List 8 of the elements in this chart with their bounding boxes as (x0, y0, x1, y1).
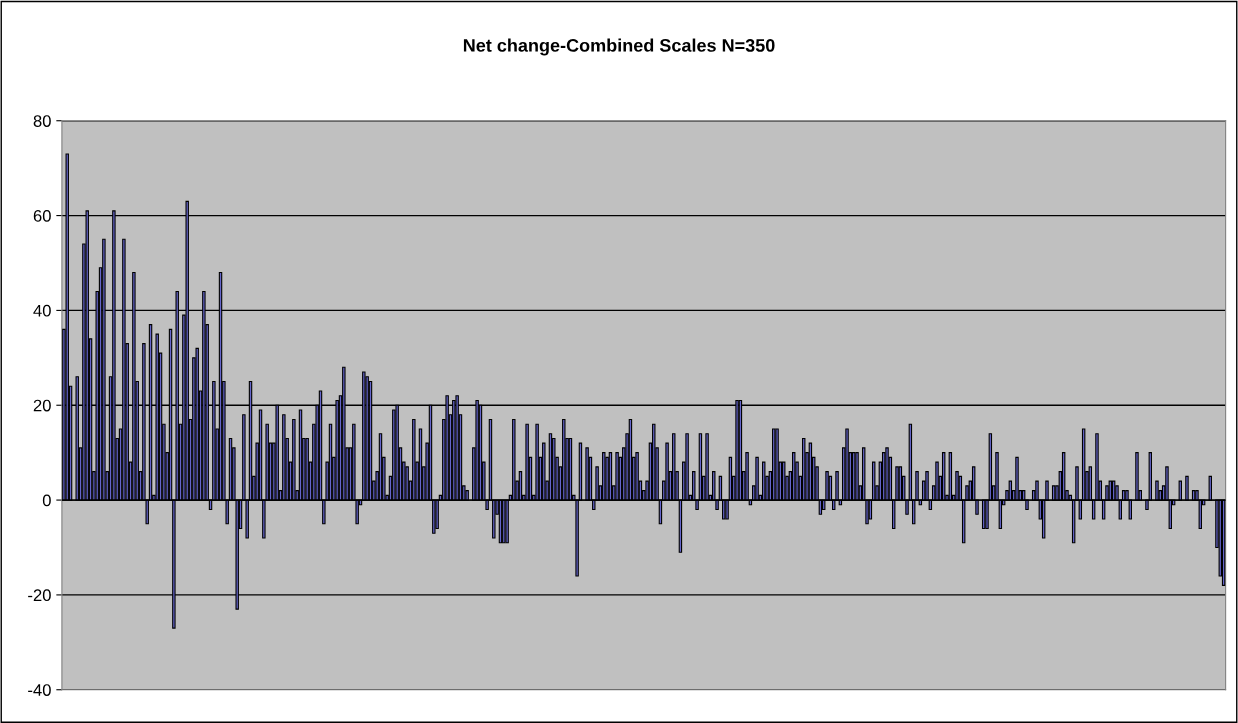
y-tick-label: 80 (33, 115, 51, 127)
chart-title: Net change-Combined Scales N=350 (463, 38, 775, 56)
y-tick-label: -40 (28, 684, 51, 696)
y-tick-label: 20 (33, 399, 51, 412)
y-tick-label: 0 (42, 494, 51, 507)
y-tick-label: -20 (28, 589, 51, 602)
y-tick-label: 60 (33, 209, 51, 222)
y-tick-label: 40 (33, 304, 51, 317)
